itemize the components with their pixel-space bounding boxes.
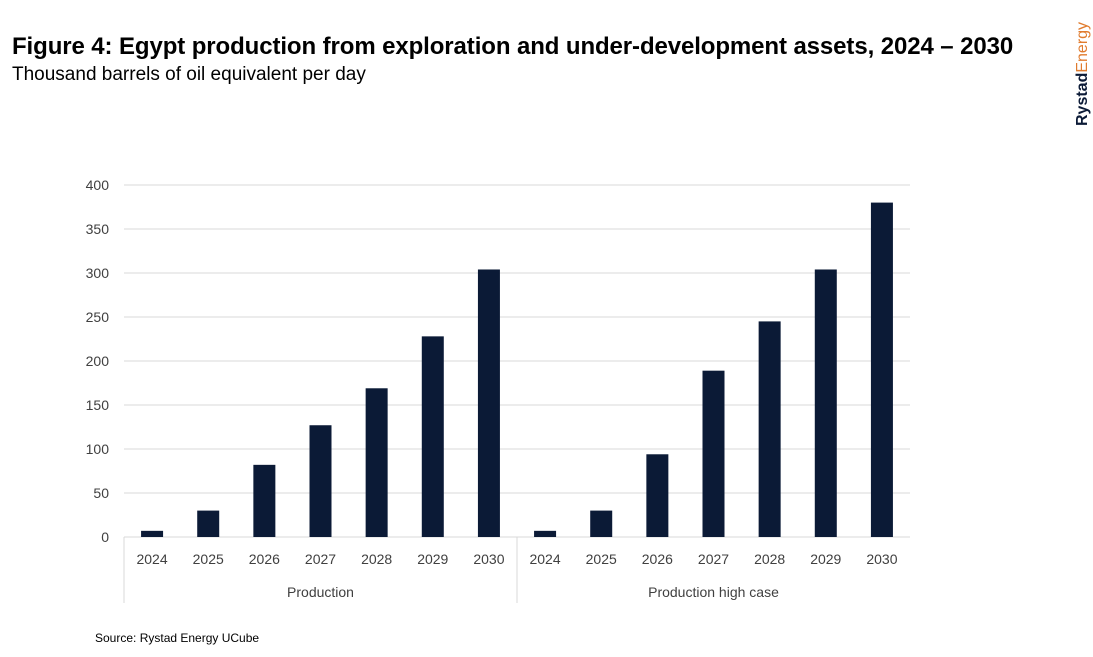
bar (197, 510, 220, 537)
bar (870, 202, 893, 537)
x-tick-label: 2029 (810, 551, 841, 567)
bar (365, 388, 388, 537)
group-label: Production (287, 584, 354, 600)
bar (309, 425, 332, 537)
bar (477, 269, 500, 537)
x-tick-label: 2030 (473, 551, 504, 567)
bar (646, 454, 669, 537)
y-tick-label: 350 (86, 221, 110, 237)
bar (758, 321, 781, 537)
x-tick-label: 2027 (698, 551, 729, 567)
x-tick-label: 2024 (136, 551, 167, 567)
page-title: Figure 4: Egypt production from explorat… (12, 33, 1014, 60)
group-label: Production high case (648, 584, 779, 600)
bar (534, 530, 557, 537)
y-tick-label: 150 (86, 397, 110, 413)
x-tick-label: 2026 (642, 551, 673, 567)
y-tick-label: 50 (93, 485, 109, 501)
y-tick-label: 300 (86, 265, 110, 281)
x-tick-label: 2025 (586, 551, 617, 567)
y-tick-label: 400 (86, 177, 110, 193)
x-tick-label: 2030 (866, 551, 897, 567)
x-tick-label: 2024 (529, 551, 560, 567)
x-tick-label: 2028 (361, 551, 392, 567)
y-tick-label: 0 (101, 529, 109, 545)
bar (702, 370, 725, 537)
bar (814, 269, 837, 537)
bar (421, 336, 444, 537)
page-subtitle: Thousand barrels of oil equivalent per d… (12, 64, 366, 85)
y-tick-label: 200 (86, 353, 110, 369)
bar (590, 510, 613, 537)
x-tick-label: 2026 (249, 551, 280, 567)
source-note: Source: Rystad Energy UCube (95, 631, 260, 645)
bar (141, 530, 164, 537)
y-tick-label: 250 (86, 309, 110, 325)
y-tick-label: 100 (86, 441, 110, 457)
x-tick-label: 2028 (754, 551, 785, 567)
bar (253, 464, 276, 537)
x-tick-label: 2029 (417, 551, 448, 567)
x-tick-label: 2027 (305, 551, 336, 567)
x-tick-label: 2025 (193, 551, 224, 567)
